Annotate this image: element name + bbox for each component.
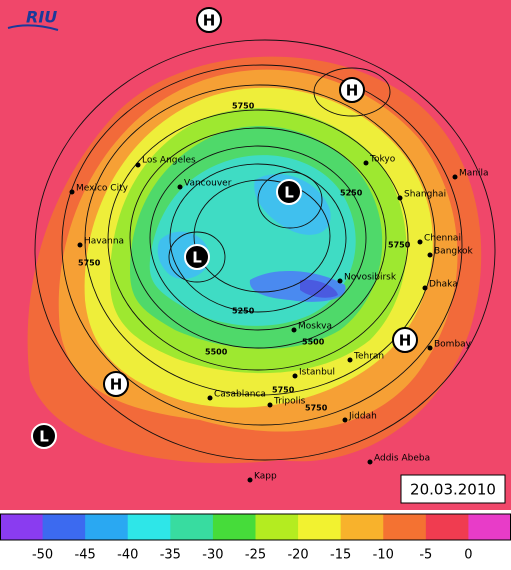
contour-label: 5750 xyxy=(272,386,295,395)
city-label: Bombay xyxy=(434,340,472,350)
city-label: Tokyo xyxy=(369,155,396,165)
colorbar-swatch xyxy=(42,514,86,540)
city-label: Dhaka xyxy=(429,280,458,290)
pressure-label: H xyxy=(110,376,123,394)
contour-label: 5250 xyxy=(232,307,255,316)
colorbar-label: -25 xyxy=(245,548,266,563)
colorbar-label: 0 xyxy=(464,548,472,563)
pressure-label: L xyxy=(39,428,49,446)
pressure-center xyxy=(184,244,210,270)
city-label: Istanbul xyxy=(299,368,335,378)
city-label: Chennai xyxy=(424,234,461,244)
pressure-center xyxy=(339,77,365,103)
colorbar-swatch xyxy=(85,514,129,540)
contour-label: 5500 xyxy=(205,348,228,357)
pressure-label: L xyxy=(192,249,202,267)
logo-text: RIU xyxy=(26,8,57,27)
contour-label: 5750 xyxy=(305,404,328,413)
temperature-field xyxy=(27,56,482,464)
pressure-center xyxy=(103,371,129,397)
colorbar-swatch xyxy=(0,514,44,540)
pressure-center xyxy=(276,179,302,205)
colorbar-swatch xyxy=(425,514,469,540)
pressure-label: H xyxy=(203,12,216,30)
pressure-label: H xyxy=(346,82,359,100)
colorbar-label: -30 xyxy=(202,548,223,563)
pressure-center xyxy=(196,7,222,33)
city-label: Shanghai xyxy=(404,190,446,200)
city-label: Novosibirsk xyxy=(344,273,397,283)
colorbar-label: -45 xyxy=(75,548,96,563)
colorbar: -50 -45 -40 -35 -30 -25 -20 -15 -10 -5 0 xyxy=(0,513,511,563)
city-label: Mexico City xyxy=(76,184,129,194)
colorbar-label: -40 xyxy=(117,548,138,563)
contour-label: 5250 xyxy=(340,189,363,198)
contour-label: 5750 xyxy=(388,241,411,250)
city-label: Vancouver xyxy=(184,179,232,189)
city-label: Moskva xyxy=(298,322,332,332)
colorbar-swatch xyxy=(170,514,214,540)
city-label: Addis Abeba xyxy=(374,454,430,464)
city-label: Bangkok xyxy=(434,247,474,257)
city-label: Jiddah xyxy=(348,412,377,422)
colorbar-label: -35 xyxy=(160,548,181,563)
city-label: Casablanca xyxy=(214,390,266,400)
pressure-label: H xyxy=(399,332,412,350)
colorbar-label: -10 xyxy=(373,548,394,563)
city-label: Havanna xyxy=(84,237,124,247)
colorbar-swatch xyxy=(340,514,384,540)
city-label: Los Angeles xyxy=(142,156,196,166)
pressure-center xyxy=(31,423,57,449)
city-markers xyxy=(69,160,458,483)
contour-label: 5500 xyxy=(302,338,325,347)
colorbar-swatch xyxy=(255,514,299,540)
colorbar-swatch xyxy=(127,514,171,540)
colorbar-swatch xyxy=(383,514,427,540)
pressure-center xyxy=(392,327,418,353)
colorbar-label: -15 xyxy=(330,548,351,563)
colorbar-swatch xyxy=(212,514,256,540)
contour-label: 5750 xyxy=(232,102,255,111)
colorbar-label: -50 xyxy=(32,548,53,563)
date-box xyxy=(400,474,506,504)
colorbar-swatch xyxy=(298,514,342,540)
logo: RIU xyxy=(7,8,59,31)
contour-label: 5750 xyxy=(78,259,101,268)
colorbar-label: -20 xyxy=(287,548,308,563)
contour-lines xyxy=(34,39,496,461)
city-label: Tripolis xyxy=(273,397,306,407)
pressure-label: L xyxy=(284,184,294,202)
city-label: Tehran xyxy=(353,352,384,362)
city-label: Manila xyxy=(459,169,489,179)
city-label: Kapp xyxy=(254,472,277,482)
colorbar-label: -5 xyxy=(419,548,432,563)
date: 20.03.2010 xyxy=(410,481,496,499)
colorbar-swatch xyxy=(468,514,511,540)
